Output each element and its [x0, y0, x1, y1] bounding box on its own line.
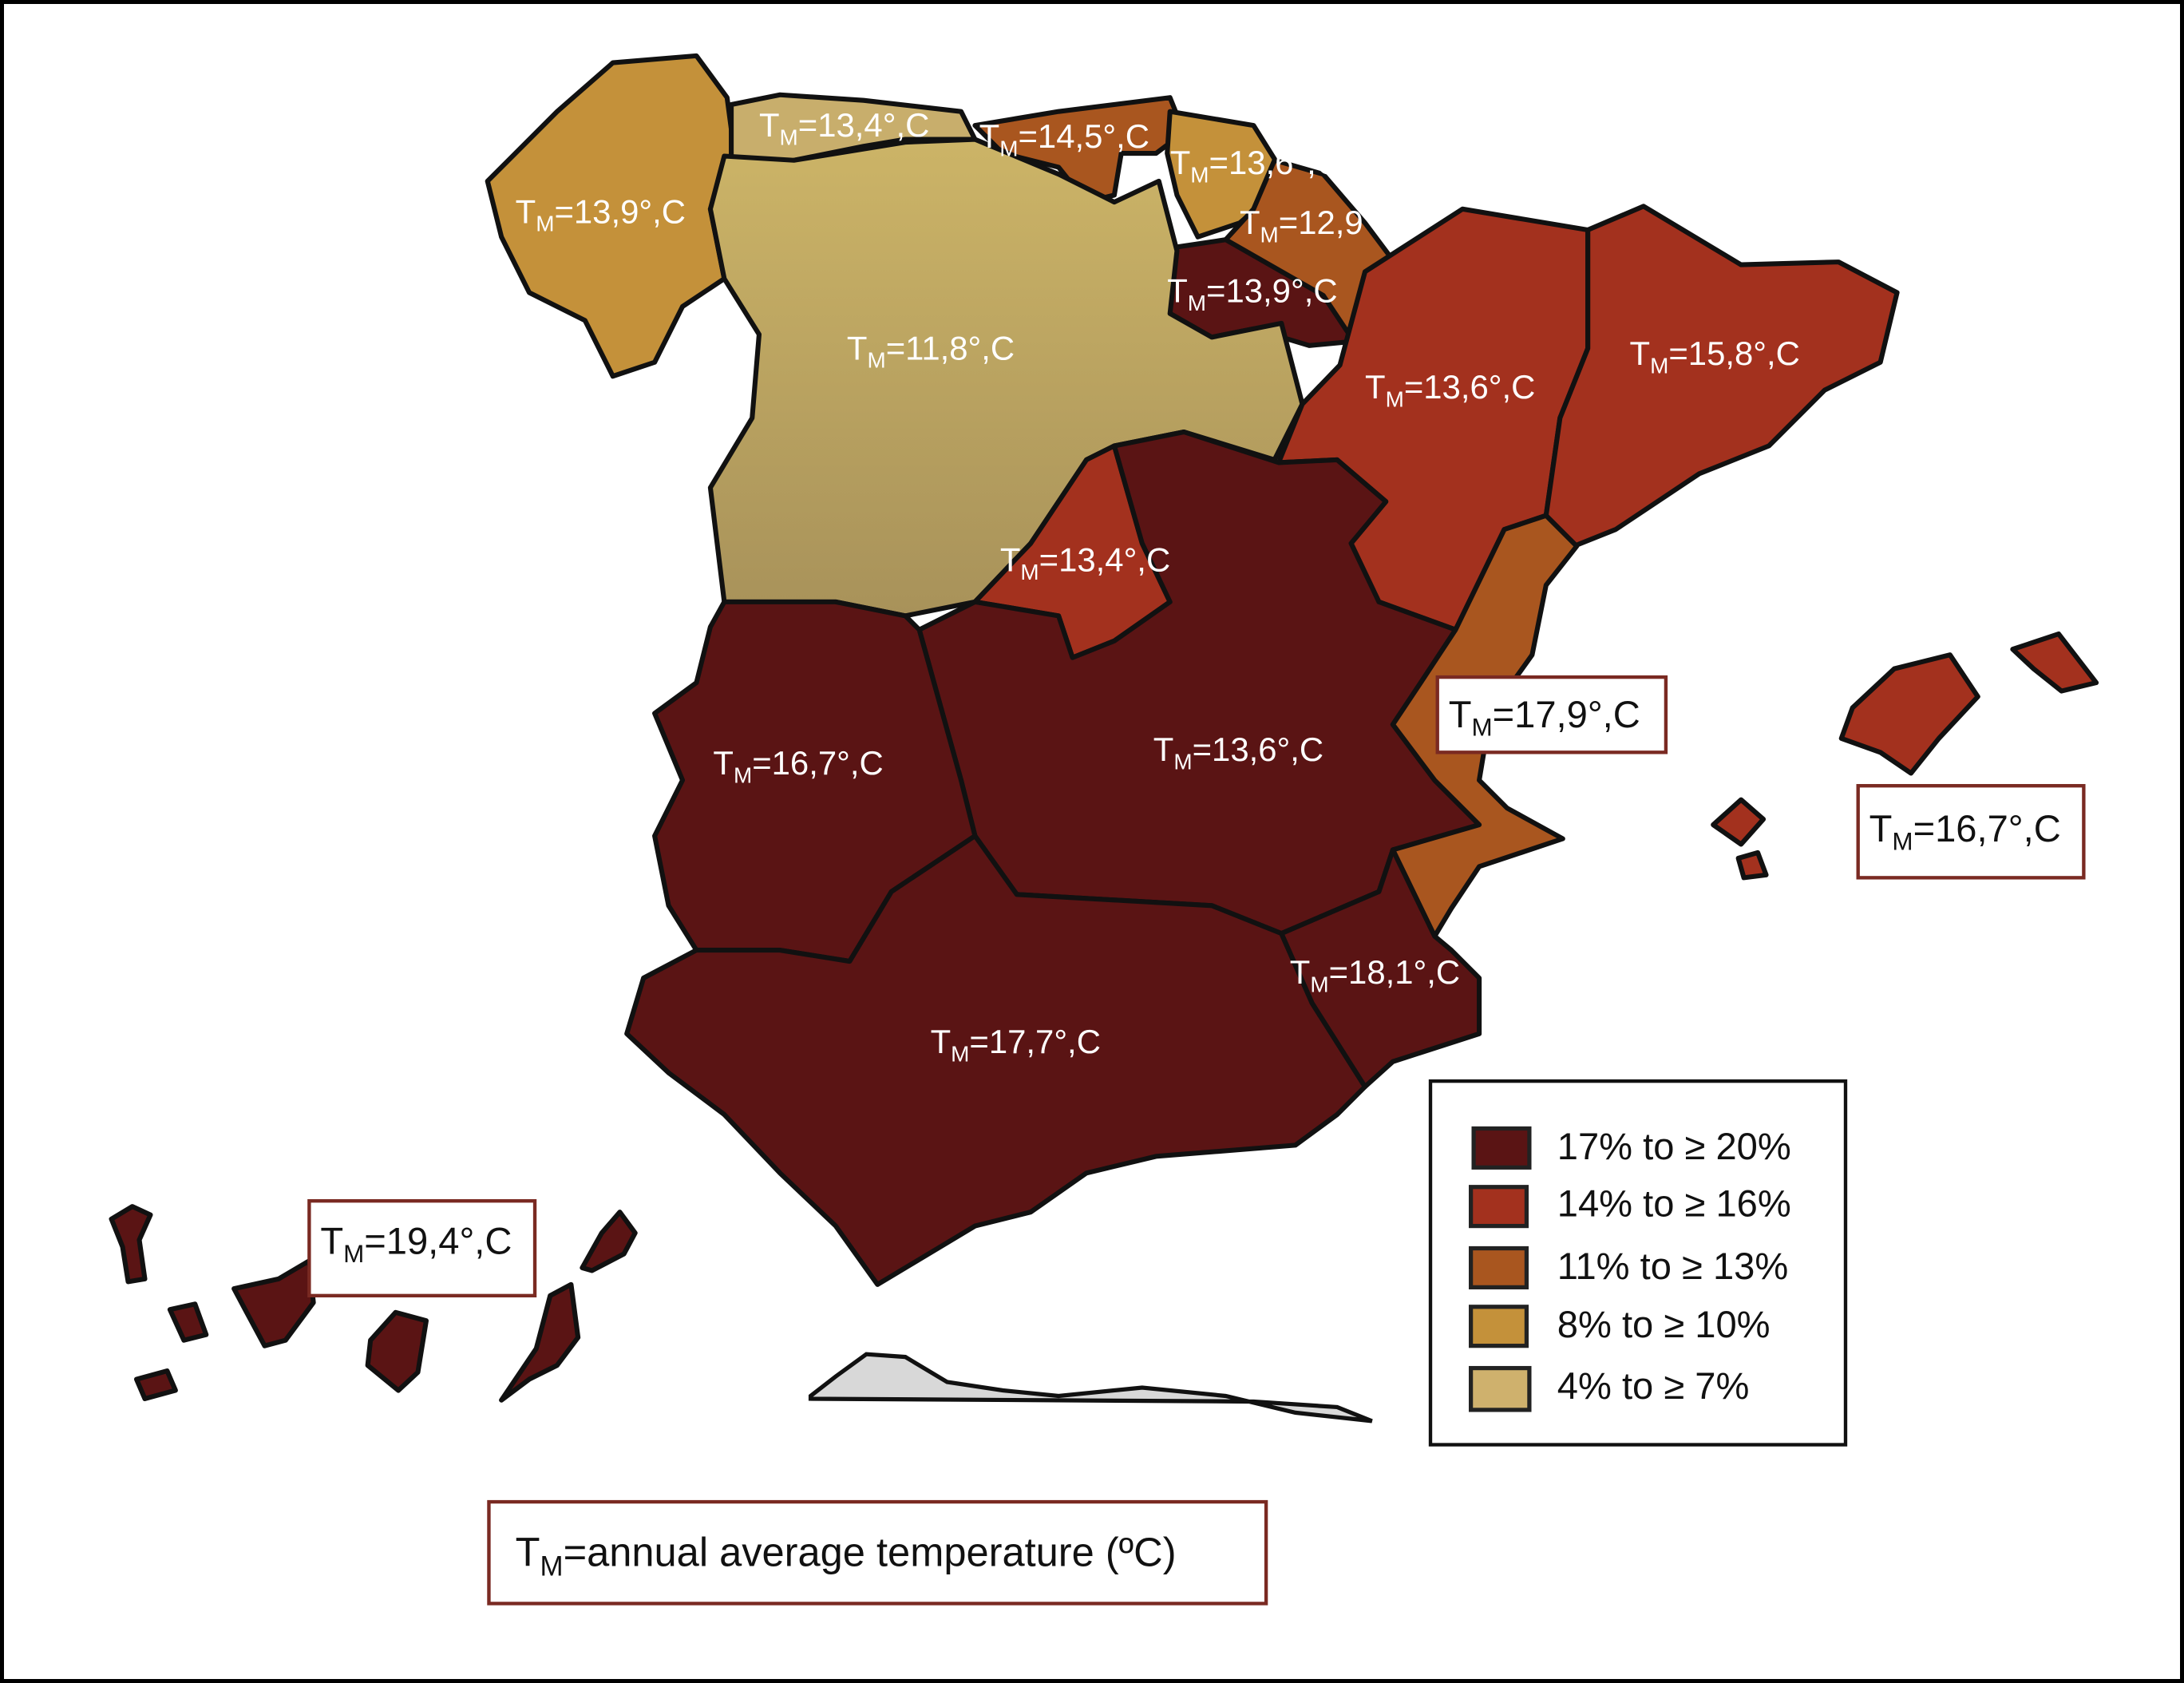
footnote-box	[487, 1499, 1268, 1606]
legend-item: 14% to ≥ 16%	[1468, 1182, 1791, 1229]
region-andalusia	[624, 833, 1368, 1287]
regions	[109, 53, 2099, 1424]
footnote: TM=annual average temperature (ºC)	[487, 1499, 1268, 1606]
region-canary-7	[580, 1210, 638, 1273]
legend-swatch	[1468, 1365, 1532, 1412]
region-canary-2	[231, 1258, 316, 1348]
region-canary-6	[499, 1281, 581, 1403]
label-castilla-mancha: TM=13,6°,C	[1153, 731, 1323, 774]
legend-swatch	[1468, 1185, 1529, 1229]
region-ibiza	[1711, 797, 1767, 847]
legend-label: 14% to ≥ 16%	[1557, 1182, 1791, 1224]
label-murcia: TM=18,1°,C	[1290, 953, 1460, 996]
region-menorca	[2010, 631, 2099, 694]
region-canary-4	[133, 1368, 178, 1402]
label-cantabria: TM=14,5°,C	[979, 117, 1149, 160]
region-cantabria	[972, 95, 1187, 205]
label-box-canary	[307, 1199, 537, 1298]
label-asturias: TM=13,4°,C	[759, 106, 929, 149]
label-box-valencia	[1435, 675, 1668, 754]
label-canary: TM=19,4°,C	[320, 1219, 512, 1267]
legend-label: 11% to ≥ 13%	[1557, 1245, 1789, 1287]
label-madrid: TM=13,4°,C	[1000, 541, 1170, 584]
north-africa-coast	[808, 1352, 1373, 1424]
region-murcia	[1279, 847, 1482, 1090]
label-rioja: TM=13,9°,C	[1167, 272, 1337, 315]
region-labels: TM=13,9°,C TM=13,4°,C TM=14,5°,C TM=13,6…	[307, 106, 2086, 1298]
region-mallorca	[1838, 652, 1980, 776]
region-canary-3	[167, 1301, 209, 1343]
label-balearic: TM=16,7°,C	[1869, 807, 2061, 855]
legend-label: 8% to ≥ 10%	[1557, 1303, 1771, 1345]
label-valencia: TM=17,9°,C	[1449, 693, 1640, 741]
legend-item: 4% to ≥ 7%	[1468, 1364, 1750, 1412]
label-catalonia: TM=15,8°,C	[1630, 335, 1800, 378]
legend-item: 8% to ≥ 10%	[1468, 1303, 1771, 1348]
legend-item: 11% to ≥ 13%	[1468, 1245, 1789, 1289]
legend-swatch	[1468, 1305, 1529, 1348]
legend: 17% to ≥ 20% 14% to ≥ 16% 11% to ≥ 13% 8…	[1428, 1079, 1848, 1447]
label-castilla-leon: TM=11,8°,C	[847, 329, 1015, 372]
label-aragon: TM=13,6°,C	[1365, 368, 1535, 411]
label-box-balearic	[1856, 784, 2086, 880]
region-formentera	[1735, 849, 1769, 881]
label-navarra: TM=12,9°,C	[1240, 204, 1410, 247]
legend-label: 4% to ≥ 7%	[1557, 1364, 1750, 1407]
label-andalusia: TM=17,7°,C	[931, 1023, 1101, 1066]
label-basque: TM=13,6°,C	[1170, 144, 1340, 187]
legend-item: 17% to ≥ 20%	[1471, 1125, 1791, 1170]
legend-swatch	[1468, 1245, 1529, 1289]
label-extremadura: TM=16,7°,C	[713, 744, 883, 787]
label-galicia: TM=13,9°,C	[516, 192, 686, 236]
legend-label: 17% to ≥ 20%	[1557, 1125, 1791, 1167]
region-canary-5	[365, 1309, 429, 1393]
footnote-text: TM=annual average temperature (ºC)	[516, 1529, 1177, 1582]
region-catalonia	[1543, 204, 1900, 549]
legend-swatch	[1471, 1126, 1532, 1170]
region-canary-1	[109, 1204, 153, 1285]
